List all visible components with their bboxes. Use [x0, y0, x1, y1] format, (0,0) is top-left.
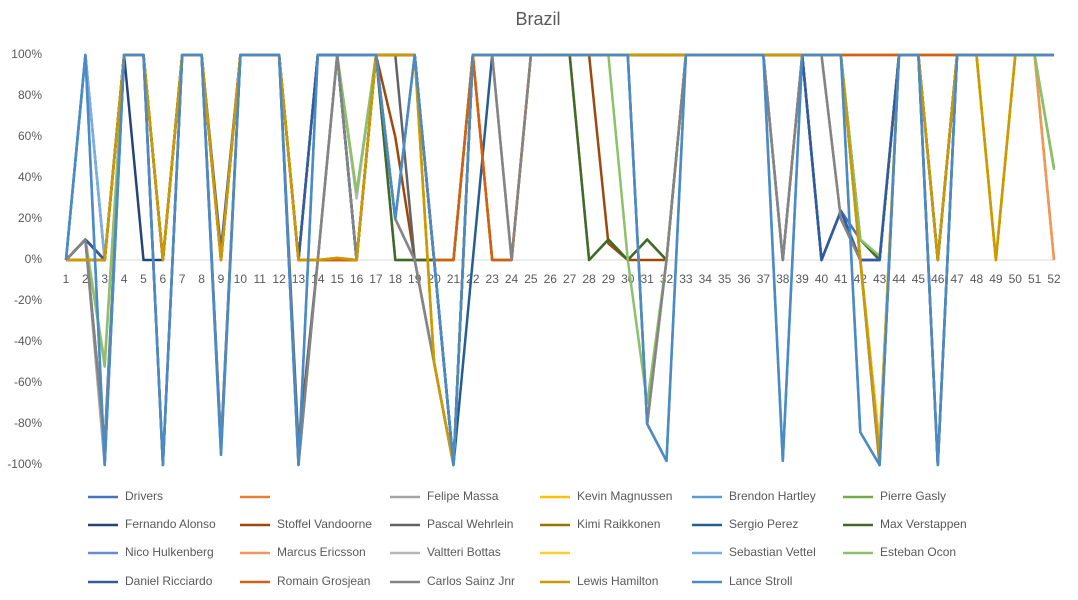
x-tick-label: 39 [795, 272, 809, 286]
x-tick-label: 6 [160, 272, 167, 286]
y-tick-label: 80% [18, 88, 42, 102]
y-tick-label: -60% [14, 375, 42, 389]
x-tick-label: 32 [660, 272, 674, 286]
x-tick-label: 45 [912, 272, 926, 286]
x-tick-label: 25 [524, 272, 538, 286]
x-tick-label: 41 [834, 272, 848, 286]
x-tick-label: 12 [272, 272, 286, 286]
series-line [65, 53, 1054, 262]
x-tick-label: 3 [101, 272, 108, 286]
legend-label: Pascal Wehrlein [427, 517, 513, 531]
y-tick-label: 60% [18, 129, 42, 143]
x-tick-label: 22 [466, 272, 480, 286]
legend-label: Nico Hulkenberg [125, 545, 214, 559]
chart-title: Brazil [515, 9, 560, 29]
series-line [65, 53, 1056, 262]
x-tick-label: 51 [1028, 272, 1042, 286]
legend-label: Stoffel Vandoorne [277, 517, 372, 531]
x-tick-label: 48 [970, 272, 984, 286]
x-tick-label: 47 [950, 272, 964, 286]
legend-label: Pierre Gasly [880, 489, 946, 503]
x-tick-label: 29 [602, 272, 616, 286]
legend-label: Brendon Hartley [729, 489, 816, 503]
x-tick-label: 7 [179, 272, 186, 286]
series-line [66, 53, 1054, 262]
legend-label: Marcus Ericsson [277, 545, 366, 559]
x-tick-label: 4 [121, 272, 128, 286]
legend-label: Max Verstappen [880, 517, 967, 531]
y-tick-label: -100% [7, 457, 42, 471]
x-tick-label: 14 [311, 272, 325, 286]
x-tick-label: 50 [1009, 272, 1023, 286]
x-tick-label: 52 [1047, 272, 1061, 286]
x-tick-label: 26 [544, 272, 558, 286]
y-tick-label: 0% [25, 252, 43, 266]
x-tick-label: 21 [447, 272, 461, 286]
x-tick-label: 37 [757, 272, 771, 286]
y-tick-label: -40% [14, 334, 42, 348]
legend-label: Felipe Massa [427, 489, 499, 503]
x-tick-label: 31 [640, 272, 654, 286]
x-tick-label: 38 [776, 272, 790, 286]
x-tick-label: 2 [82, 272, 89, 286]
legend-label: Drivers [125, 489, 163, 503]
x-tick-label: 5 [140, 272, 147, 286]
series-line [66, 53, 1054, 262]
x-tick-label: 20 [427, 272, 441, 286]
series-line [66, 53, 1056, 262]
y-tick-label: 40% [18, 170, 42, 184]
x-tick-label: 24 [505, 272, 519, 286]
series-line [65, 53, 1056, 405]
legend-label: Sergio Perez [729, 517, 798, 531]
x-tick-label: 34 [699, 272, 713, 286]
legend-label: Lance Stroll [729, 574, 792, 588]
x-tick-label: 35 [718, 272, 732, 286]
legend-label: Lewis Hamilton [577, 574, 658, 588]
x-tick-label: 49 [989, 272, 1003, 286]
x-tick-label: 16 [350, 272, 364, 286]
x-tick-label: 13 [292, 272, 306, 286]
legend-label: Carlos Sainz Jnr [427, 574, 515, 588]
y-tick-label: -80% [14, 416, 42, 430]
x-tick-label: 28 [582, 272, 596, 286]
x-tick-label: 33 [679, 272, 693, 286]
x-tick-label: 8 [198, 272, 205, 286]
y-tick-label: 20% [18, 211, 42, 225]
x-tick-label: 43 [873, 272, 887, 286]
y-tick-label: 100% [11, 47, 42, 61]
x-tick-label: 15 [331, 272, 345, 286]
x-tick-label: 10 [234, 272, 248, 286]
x-tick-label: 40 [815, 272, 829, 286]
x-tick-label: 18 [389, 272, 403, 286]
legend-label: Kevin Magnussen [577, 489, 672, 503]
legend-label: Romain Grosjean [277, 574, 370, 588]
legend-label: Daniel Ricciardo [125, 574, 213, 588]
y-tick-label: -20% [14, 293, 42, 307]
legend-label: Fernando Alonso [125, 517, 216, 531]
series-line [66, 53, 1056, 262]
x-tick-label: 44 [892, 272, 906, 286]
legend-label: Valtteri Bottas [427, 545, 501, 559]
x-tick-label: 11 [253, 272, 266, 286]
x-tick-label: 30 [621, 272, 635, 286]
legend-label: Kimi Raikkonen [577, 517, 660, 531]
x-tick-label: 46 [931, 272, 945, 286]
series-line [64, 53, 1054, 467]
x-tick-label: 23 [486, 272, 500, 286]
x-tick-label: 27 [563, 272, 577, 286]
x-tick-label: 17 [369, 272, 383, 286]
x-tick-label: 36 [737, 272, 751, 286]
legend-label: Sebastian Vettel [729, 545, 816, 559]
x-tick-label: 1 [63, 272, 70, 286]
x-tick-label: 9 [218, 272, 225, 286]
legend-label: Esteban Ocon [880, 545, 956, 559]
